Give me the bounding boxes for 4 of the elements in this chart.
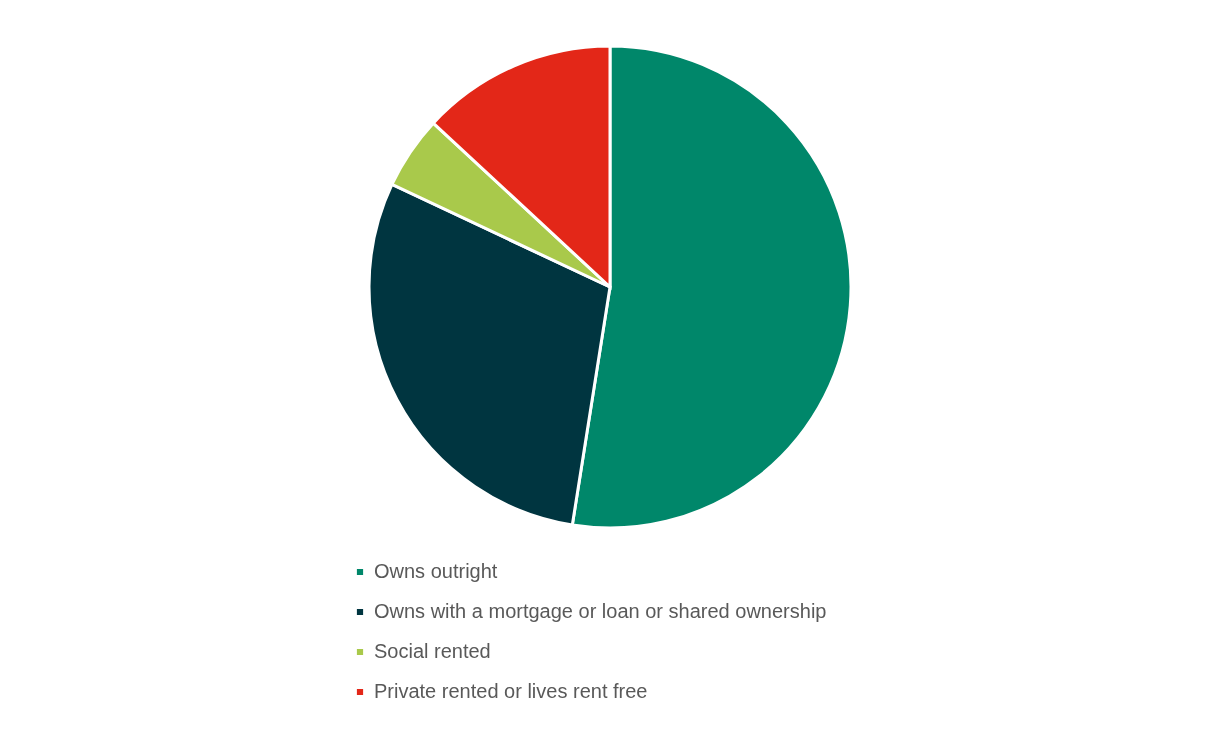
legend-label: Social rented [374, 640, 491, 662]
legend-label: Owns with a mortgage or loan or shared ownership [374, 600, 827, 622]
legend-label: Owns outright [374, 560, 498, 582]
legend-label: Private rented or lives rent free [374, 680, 648, 702]
